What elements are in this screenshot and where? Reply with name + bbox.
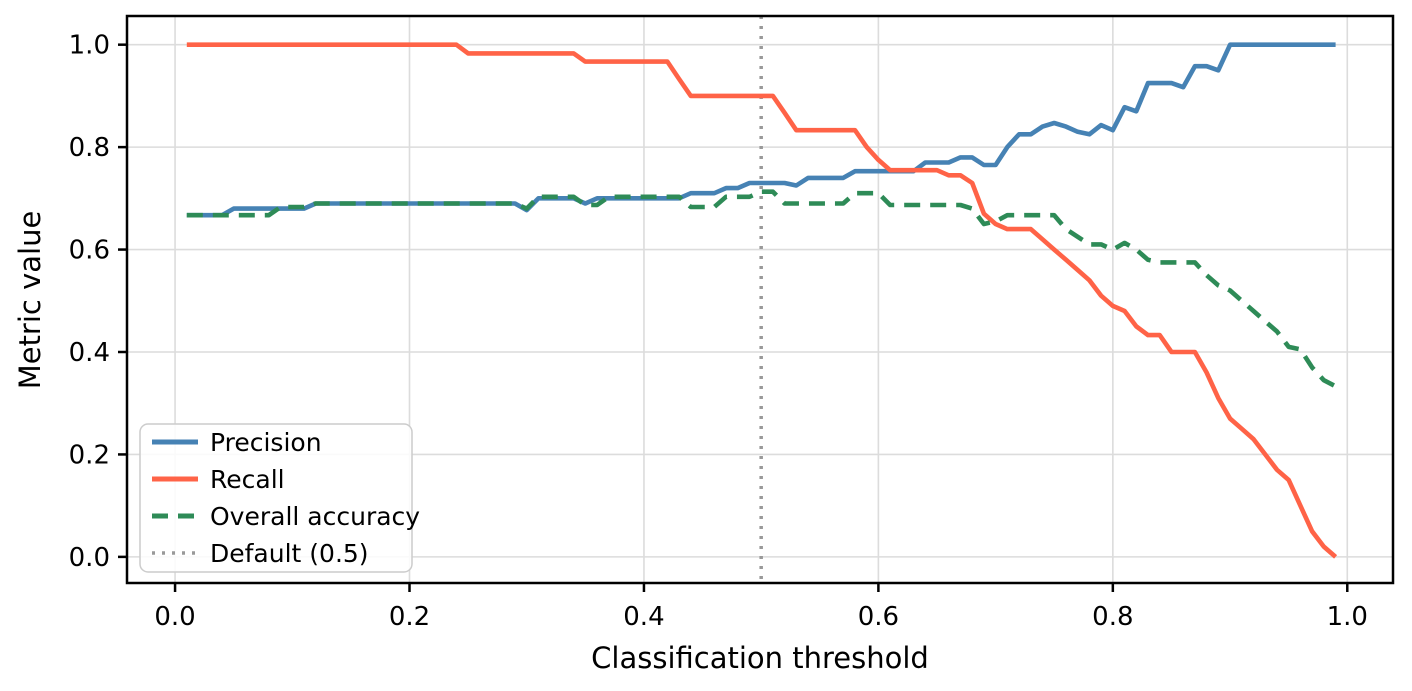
y-axis-label: Metric value (13, 211, 47, 390)
series-lines (186, 42, 1338, 559)
recall-line (186, 42, 1338, 559)
y-tick-label: 0.0 (69, 543, 110, 573)
legend-default-label: Default (0.5) (210, 539, 369, 568)
y-tick-label: 0.4 (69, 338, 110, 368)
legend-box (139, 423, 413, 573)
x-tick-label: 0.2 (389, 602, 430, 632)
legend: Precision Recall Overall accuracy Defaul… (139, 423, 420, 573)
x-tick-label: 0.8 (1092, 602, 1133, 632)
x-axis-label: Classification threshold (591, 641, 929, 675)
tick-labels: 0.0 0.2 0.4 0.6 0.8 1.0 0.0 0.2 0.4 0.6 0.8 1.0 (69, 31, 1368, 632)
legend-precision-label: Precision (210, 428, 322, 457)
x-tick-label: 1.0 (1327, 602, 1368, 632)
overall-accuracy-line (186, 189, 1337, 389)
axis-ticks (118, 43, 1349, 592)
y-tick-label: 0.6 (69, 236, 110, 266)
x-tick-label: 0.4 (623, 602, 664, 632)
y-tick-label: 0.8 (69, 133, 110, 163)
y-tick-label: 1.0 (69, 31, 110, 61)
x-tick-label: 0.6 (858, 602, 899, 632)
precision-line (186, 42, 1336, 218)
plot-border (125, 14, 1395, 585)
legend-recall-label: Recall (210, 465, 285, 494)
y-tick-label: 0.2 (69, 440, 110, 470)
legend-accuracy-label: Overall accuracy (210, 502, 420, 531)
x-tick-label: 0.0 (154, 602, 195, 632)
